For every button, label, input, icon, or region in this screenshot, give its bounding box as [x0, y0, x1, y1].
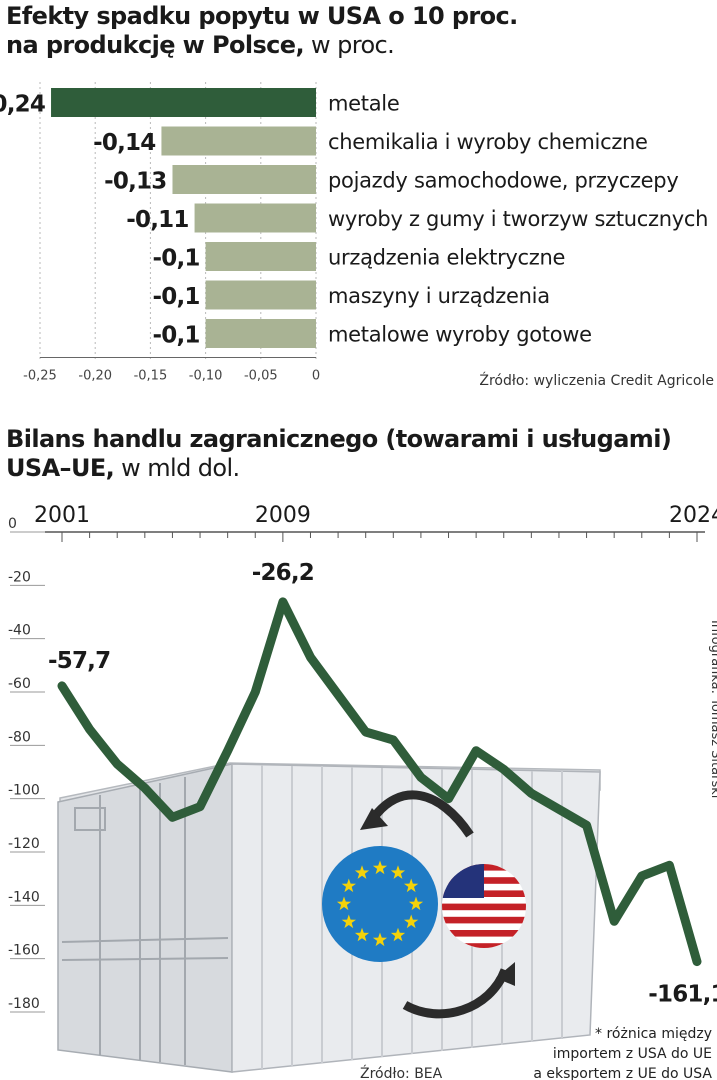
- bar-value-label: -0,24: [0, 92, 45, 118]
- line-x-tick-label: 2024: [669, 503, 717, 528]
- bar: [205, 280, 316, 310]
- bar-category-label: chemikalia i wyroby chemiczne: [328, 130, 648, 154]
- us-stripe: [442, 930, 526, 937]
- line-y-tick-label: -20: [8, 569, 31, 585]
- line-axes: 0 -20 -40 -60 -80 -100 -120 -140 -160 -180 2001 200…: [8, 503, 717, 1013]
- us-stripe: [442, 943, 526, 948]
- line-y-tick-label: -40: [8, 623, 31, 639]
- bar-value-label: -0,1: [153, 246, 200, 272]
- line-data-label: -161,1: [648, 982, 717, 1008]
- bar: [51, 88, 316, 117]
- bar: [205, 319, 316, 348]
- line-data-label: -26,2: [252, 560, 314, 586]
- eu-star: [404, 878, 419, 893]
- chart2-title-bold: USA–UE,: [6, 454, 115, 482]
- eu-star: [341, 914, 356, 929]
- line-y-tick-label: -140: [8, 889, 40, 905]
- chart1-title-line2: na produkcję w Polsce, w proc.: [6, 31, 518, 60]
- line-x-tick-label: 2009: [255, 503, 311, 528]
- eu-star: [354, 927, 370, 942]
- bar-value-label: -0,1: [153, 323, 200, 349]
- bar: [161, 126, 316, 156]
- line-y-tick-label: -80: [8, 729, 31, 745]
- bar-x-tick-label: -0,15: [134, 369, 168, 384]
- bar-category-label: urządzenia elektryczne: [328, 246, 565, 270]
- bar-category-label: metale: [328, 92, 399, 116]
- bar-category-label: wyroby z gumy i tworzyw sztucznych: [328, 207, 708, 231]
- line-y-tick-label: -180: [8, 996, 40, 1012]
- line-y-tick-label: -60: [8, 676, 31, 692]
- line-x-tick-label: 2001: [34, 503, 90, 528]
- bar-category-label: maszyny i urządzenia: [328, 284, 550, 308]
- eu-star: [341, 878, 356, 893]
- line-labels: -57,7 -26,2 -161,1: [48, 560, 717, 1008]
- bar-axis: -0,25 -0,20 -0,15 -0,10 -0,05 0: [23, 357, 320, 384]
- bar-category-label: metalowe wyroby gotowe: [328, 323, 592, 347]
- chart2-note-line2: importem z USA do UE: [553, 1046, 712, 1062]
- chart2-title-line1: Bilans handlu zagranicznego (towarami i …: [6, 425, 672, 453]
- bar-x-tick-label: -0,25: [23, 369, 57, 384]
- chart1-source: Źródło: wyliczenia Credit Agricole: [479, 371, 714, 389]
- chart2-title-unit: w mld dol.: [114, 454, 240, 482]
- bar-value-label: -0,1: [153, 284, 200, 310]
- chart2-note-line3: a eksportem z UE do USA: [533, 1066, 712, 1080]
- line-series: [57, 597, 702, 967]
- line-y-tick-label: -100: [8, 783, 40, 799]
- container-door-details: [61, 777, 229, 1065]
- bar: [205, 242, 316, 271]
- chart2-note-line1: * różnica między: [595, 1026, 712, 1042]
- us-stripe: [442, 916, 526, 924]
- eu-star: [390, 927, 406, 942]
- eu-star: [336, 896, 352, 911]
- bar-chart: -0,24 metale -0,14 chemikalia i wyroby chem…: [0, 82, 714, 389]
- bar-x-tick-label: -0,05: [244, 369, 278, 384]
- bar-value-label: -0,11: [126, 207, 188, 233]
- eu-star: [404, 914, 419, 929]
- eu-star: [372, 860, 388, 875]
- bar: [172, 165, 316, 194]
- bar-value-label: -0,14: [93, 130, 155, 156]
- bar-x-tick-label: -0,20: [78, 369, 112, 384]
- bar-value-label: -0,13: [104, 169, 166, 195]
- chart1-title-unit: w proc.: [304, 31, 395, 59]
- line-data-label: -57,7: [48, 648, 110, 674]
- exchange-arrow-icon: [360, 790, 515, 1019]
- us-stripe: [442, 903, 526, 911]
- bar-x-tick-label: 0: [312, 369, 320, 384]
- eu-star: [372, 932, 388, 947]
- chart1-title: Efekty spadku popytu w USA o 10 proc. na…: [6, 2, 518, 60]
- chart2-title-line2: USA–UE, w mld dol.: [6, 454, 671, 483]
- eu-star: [408, 896, 424, 911]
- chart2-title: Bilans handlu zagranicznego (towarami i …: [6, 425, 672, 483]
- eu-star: [390, 865, 406, 879]
- line-chart: 0 -20 -40 -60 -80 -100 -120 -140 -160 -180 2001 200…: [8, 503, 717, 1080]
- bar-category-label: pojazdy samochodowe, przyczepy: [328, 169, 678, 193]
- chart2-source: Źródło: BEA: [360, 1064, 443, 1080]
- line-y-tick-label: 0: [8, 516, 17, 532]
- container-door-side: [57, 763, 233, 1073]
- chart1-title-line1: Efekty spadku popytu w USA o 10 proc.: [6, 2, 518, 30]
- bar: [194, 203, 316, 233]
- eu-star: [354, 865, 370, 879]
- bar-bars: -0,24 metale -0,14 chemikalia i wyroby chem…: [0, 88, 708, 349]
- line-y-tick-label: -120: [8, 836, 40, 852]
- eu-flag-icon: [322, 846, 438, 962]
- line-plot: [57, 597, 702, 967]
- bar-x-tick-label: -0,10: [189, 369, 223, 384]
- line-y-tick-label: -160: [8, 943, 40, 959]
- chart1-title-bold: na produkcję w Polsce,: [6, 31, 305, 59]
- chart2-credit: Infografika: Tomasz Sitarski: [708, 620, 717, 798]
